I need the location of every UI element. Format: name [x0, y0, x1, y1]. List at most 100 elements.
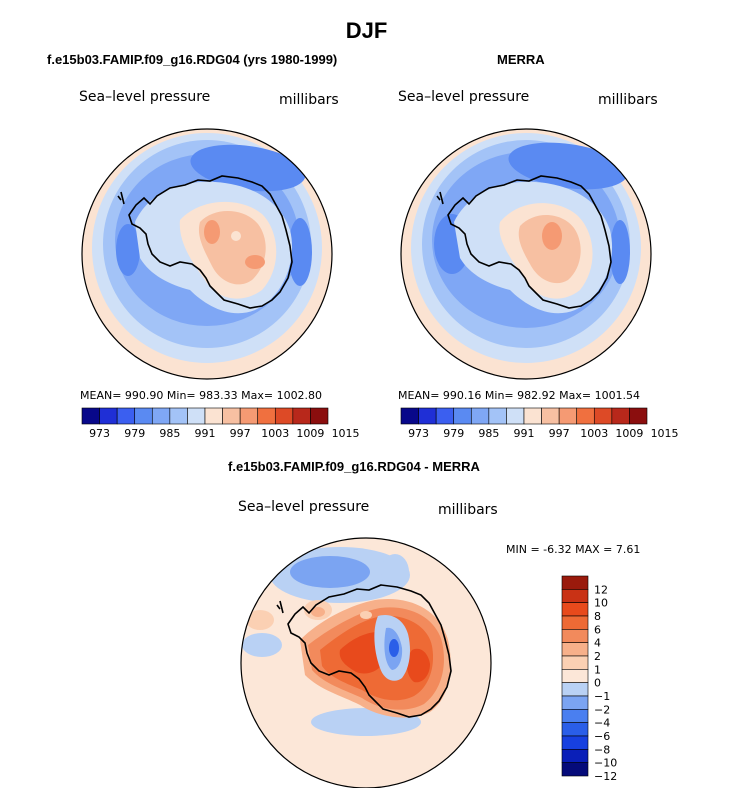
panel2-colorbar-tick-label: 1015 — [651, 427, 679, 440]
panel2-map — [401, 129, 651, 379]
panel3-colorbar-tick-label: 10 — [594, 597, 608, 610]
panel1-colorbar-swatch — [81, 407, 100, 425]
panel3-subtitle: f.e15b03.FAMIP.f09_g16.RDG04 - MERRA — [228, 459, 480, 474]
panel3-colorbar-swatch — [561, 655, 589, 670]
panel2-colorbar-tick-label: 991 — [514, 427, 535, 440]
panel2-colorbar-tick-label: 1009 — [615, 427, 643, 440]
panel2-colorbar-tick-label: 973 — [408, 427, 429, 440]
panel1-coastline — [117, 175, 293, 309]
panel3-colorbar-tick-label: 0 — [594, 677, 601, 690]
panel1-colorbar-tick-label: 979 — [124, 427, 145, 440]
panel3-colorbar-tick-label: 12 — [594, 583, 608, 596]
panel3-colorbar-tick-label: −1 — [594, 690, 610, 703]
panel3-colorbar-tick-label: 6 — [594, 623, 601, 636]
panel2-colorbar-swatch — [400, 407, 419, 425]
panel3-colorbar-swatch — [561, 682, 589, 697]
panel3-colorbar-tick-label: −12 — [594, 770, 617, 783]
panel2-colorbar-tick-label: 997 — [549, 427, 570, 440]
panel1-colorbar-tick-label: 1009 — [296, 427, 324, 440]
figure-title: DJF — [345, 18, 388, 43]
panel2-colorbar: 973 979 985 991 997 1003 1009 1015 — [400, 407, 679, 440]
panel1-map — [82, 129, 332, 379]
panel3-colorbar-tick-label: −10 — [594, 757, 617, 770]
panel1-map-border — [81, 128, 333, 380]
panel1-colorbar-swatch — [239, 407, 259, 425]
panel2-colorbar-tick-label: 1003 — [580, 427, 608, 440]
panel3-colorbar-swatch — [561, 589, 589, 603]
panel3-map — [241, 538, 491, 788]
panel2-colorbar-swatch — [435, 407, 455, 425]
panel2-colorbar-swatch — [523, 407, 542, 425]
panel1-units-label: millibars — [279, 92, 339, 108]
panel1-colorbar-swatch — [116, 407, 136, 425]
panel1-colorbar-tick-label: 997 — [230, 427, 251, 440]
panel2-colorbar-swatch — [488, 407, 507, 425]
panel2-coastline — [436, 175, 612, 309]
panel1-variable-label: Sea–level pressure — [79, 89, 211, 105]
panel2-colorbar-swatch — [611, 407, 630, 425]
panel3-colorbar-tick-label: −8 — [594, 743, 610, 756]
panel1-colorbar-swatch — [292, 407, 311, 425]
panel2-subtitle: MERRA — [497, 52, 545, 67]
panel2-stats: MEAN= 990.16 Min= 982.92 Max= 1001.54 — [398, 389, 641, 402]
panel3-units-label: millibars — [438, 502, 498, 518]
panel3-colorbar-swatch — [561, 642, 589, 657]
panel2-colorbar-swatch — [541, 407, 560, 425]
panel2-colorbar-swatch — [418, 407, 437, 425]
panel1-colorbar-tick-label: 973 — [89, 427, 110, 440]
panel2-colorbar-swatch — [576, 407, 595, 425]
panel1-stats: MEAN= 990.90 Min= 983.33 Max= 1002.80 — [80, 389, 323, 402]
panel3-colorbar-swatch — [561, 709, 589, 723]
panel1-colorbar-tick-label: 991 — [195, 427, 216, 440]
panel1-colorbar-swatch — [274, 407, 294, 425]
panel3-colorbar-tick-label: −4 — [594, 717, 610, 730]
panel2-colorbar-swatch — [506, 407, 525, 425]
panel1-colorbar-swatch — [99, 407, 118, 425]
panel1-colorbar-swatch — [204, 407, 223, 425]
panel1-colorbar-swatch — [169, 407, 188, 425]
panel2-colorbar-tick-label: 985 — [478, 427, 499, 440]
panel1-colorbar: 973 979 985 991 997 1003 1009 1015 — [81, 407, 360, 440]
panel1-subtitle: f.e15b03.FAMIP.f09_g16.RDG04 (yrs 1980-1… — [47, 52, 338, 67]
panel1-colorbar-swatch — [187, 407, 206, 425]
panel3-colorbar-swatch — [561, 629, 589, 643]
panel2-colorbar-swatch — [593, 407, 613, 425]
panel3-colorbar-tick-label: −2 — [594, 703, 610, 716]
panel2-colorbar-swatch — [629, 407, 648, 425]
panel2-colorbar-swatch — [453, 407, 472, 425]
panel3-colorbar-swatch — [561, 749, 589, 763]
panel3-colorbar-tick-label: 2 — [594, 650, 601, 663]
panel2-units-label: millibars — [598, 92, 658, 108]
panel3-colorbar-swatch — [561, 615, 589, 630]
panel1-colorbar-swatch — [134, 407, 153, 425]
panel1-colorbar-tick-label: 1003 — [261, 427, 289, 440]
panel2-map-border — [400, 128, 652, 380]
panel3-colorbar-tick-label: −6 — [594, 730, 610, 743]
panel3-colorbar-swatch — [561, 735, 589, 750]
panel3-variable-label: Sea–level pressure — [238, 499, 370, 515]
panel3-colorbar-tick-label: 8 — [594, 610, 601, 623]
panel3-colorbar-tick-label: 1 — [594, 663, 601, 676]
panel1-colorbar-swatch — [151, 407, 171, 425]
panel2-colorbar-swatch — [470, 407, 490, 425]
panel1-colorbar-swatch — [310, 407, 329, 425]
panel3-coastline — [276, 584, 452, 718]
panel3-colorbar-swatch — [561, 762, 589, 777]
panel3-stats: MIN = -6.32 MAX = 7.61 — [506, 543, 641, 556]
panel2-colorbar-tick-label: 979 — [443, 427, 464, 440]
panel2-colorbar-swatch — [558, 407, 578, 425]
panel1-colorbar-tick-label: 1015 — [332, 427, 360, 440]
panel1-colorbar-tick-label: 985 — [159, 427, 180, 440]
panel1-colorbar-swatch — [257, 407, 276, 425]
panel3-colorbar-swatch — [561, 722, 589, 737]
panel3-colorbar-swatch — [561, 602, 589, 617]
panel3-map-border — [240, 537, 492, 788]
panel3-colorbar-tick-label: 4 — [594, 637, 601, 650]
panel3-colorbar-swatch — [561, 575, 589, 590]
panel2-variable-label: Sea–level pressure — [398, 89, 530, 105]
panel1-colorbar-swatch — [222, 407, 241, 425]
panel3-colorbar-swatch — [561, 695, 589, 710]
panel3-colorbar-swatch — [561, 669, 589, 683]
